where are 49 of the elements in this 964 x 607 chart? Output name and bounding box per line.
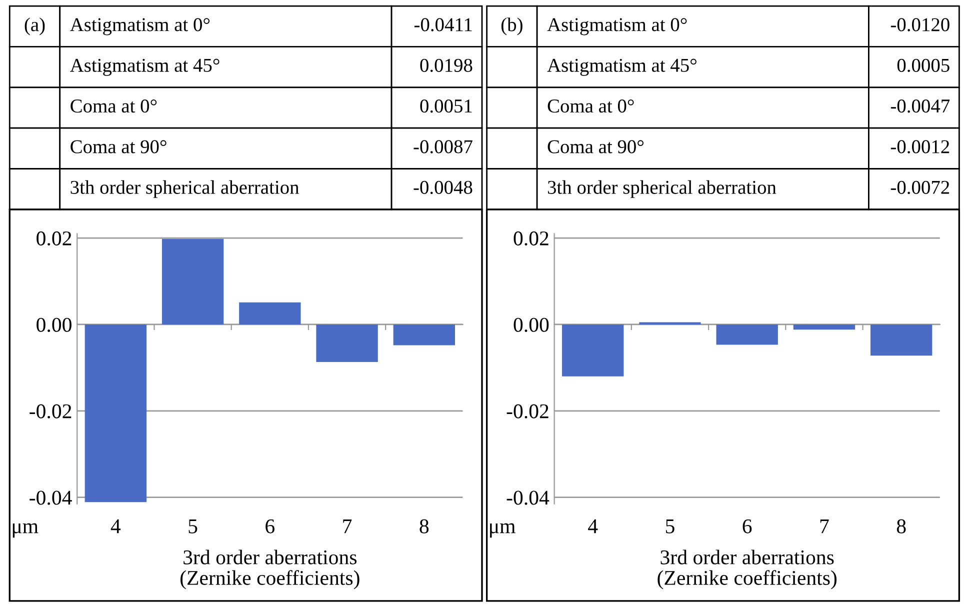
y-tick-label: 0.00 xyxy=(36,318,72,332)
text: 0.0005 xyxy=(897,58,950,72)
text: -0.0072 xyxy=(890,180,950,194)
x-axis-title: 3rd order aberrations (Zernike coefficients) xyxy=(180,550,360,590)
y-axis-title: μm xyxy=(12,523,38,538)
x-tick-label: 8 xyxy=(420,519,429,534)
text: 0.0051 xyxy=(420,99,472,113)
x-tick-label: 6 xyxy=(742,519,752,534)
text: Astigmatism at 45° xyxy=(70,58,220,76)
x-tick-label: 8 xyxy=(896,519,906,534)
text: -0.0087 xyxy=(414,140,472,154)
text: Astigmatism at 45° xyxy=(547,58,696,76)
text: -0.0411 xyxy=(414,18,472,32)
x-tick-label: 4 xyxy=(588,519,598,534)
y-axis-title: μm xyxy=(490,523,516,538)
text: Coma at 90° xyxy=(70,140,166,154)
bar xyxy=(84,324,147,502)
text: 3th order spherical aberration xyxy=(70,180,299,198)
text: Astigmatism at 0° xyxy=(547,18,687,36)
bar xyxy=(393,324,456,346)
x-axis-title: 3rd order aberrations (Zernike coefficients) xyxy=(658,550,837,590)
text: -0.0120 xyxy=(890,18,950,32)
bar xyxy=(162,238,224,324)
text: Coma at 0° xyxy=(70,99,157,113)
text: 3th order spherical aberration xyxy=(548,180,776,198)
y-tick-label: -0.04 xyxy=(506,490,550,505)
y-tick-label: -0.02 xyxy=(506,404,548,418)
bar xyxy=(239,302,301,324)
x-tick-label: 6 xyxy=(266,519,275,534)
chart-title: (a) xyxy=(24,18,45,36)
text: -0.0048 xyxy=(414,180,472,194)
x-tick-label: 5 xyxy=(188,519,198,534)
x-tick-label: 4 xyxy=(110,519,121,534)
bar xyxy=(316,324,378,362)
text: Coma at 0° xyxy=(548,99,634,113)
y-tick-label: 0.02 xyxy=(36,231,72,246)
text: -0.0012 xyxy=(890,140,950,154)
chart-title: (b) xyxy=(501,18,522,36)
text: 0.0198 xyxy=(420,58,472,72)
x-tick-label: 5 xyxy=(666,519,674,534)
x-tick-label: 7 xyxy=(820,519,829,534)
y-tick-label: 0.02 xyxy=(514,231,548,246)
text: Astigmatism at 0° xyxy=(70,18,210,36)
x-tick-label: 7 xyxy=(343,519,352,534)
y-tick-label: -0.04 xyxy=(30,490,72,505)
y-tick-label: -0.02 xyxy=(30,404,72,418)
text: -0.0047 xyxy=(890,99,950,113)
y-tick-label: 0.00 xyxy=(514,318,549,332)
text: Coma at 90° xyxy=(548,140,644,154)
